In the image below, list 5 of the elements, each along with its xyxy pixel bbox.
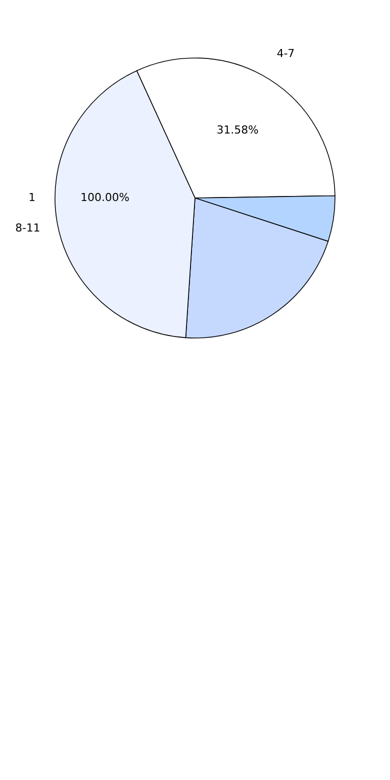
- slice-label: 8-11: [15, 222, 40, 235]
- text: 1: [28, 191, 36, 204]
- data-label: 31.58%: [216, 124, 259, 137]
- slice-label: 4-7: [276, 47, 295, 60]
- text: 100.00%: [80, 191, 130, 204]
